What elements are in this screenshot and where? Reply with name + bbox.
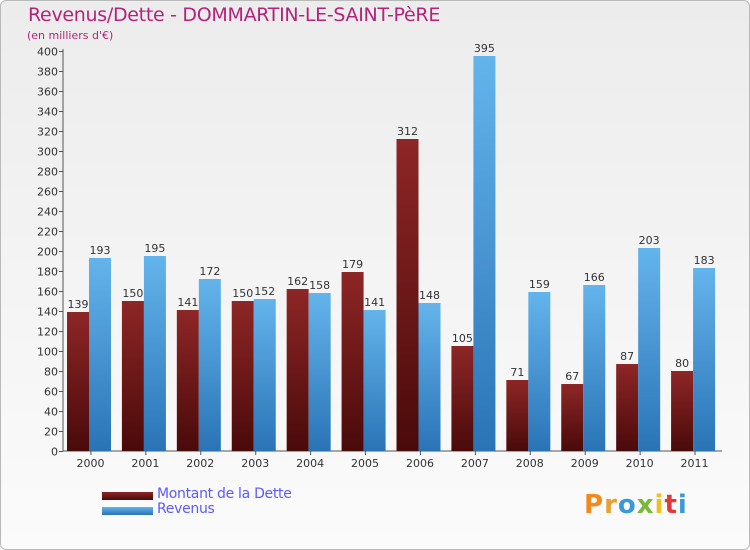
y-tick-label: 40 [44,406,58,419]
data-label-debt: 87 [620,350,634,363]
data-label-revenus: 152 [254,285,275,298]
bar-debt [67,312,89,451]
x-tick-label: 2011 [681,457,709,470]
chart-subtitle: (en milliers d'€) [27,29,114,42]
x-tick-label: 2004 [296,457,324,470]
data-label-revenus: 158 [309,279,330,292]
x-tick-label: 2002 [186,457,214,470]
bar-revenus [473,56,496,451]
bar-debt [506,380,529,451]
bar-debt [451,346,474,451]
x-tick-label: 2000 [76,457,104,470]
legend-swatch-debt [102,492,153,500]
y-tick-label: 140 [37,306,58,319]
y-tick-label: 80 [44,366,58,379]
data-label-revenus: 193 [90,244,111,257]
bar-debt [231,301,254,451]
data-label-debt: 71 [510,366,524,379]
data-label-debt: 150 [122,287,143,300]
y-tick-label: 380 [37,66,58,79]
bar-revenus [693,268,716,451]
data-label-revenus: 183 [694,254,715,267]
x-tick-label: 2005 [351,457,379,470]
data-label-debt: 162 [287,275,308,288]
data-label-debt: 105 [452,332,473,345]
bar-revenus [583,285,606,451]
data-label-debt: 150 [232,287,253,300]
y-tick-label: 360 [37,86,58,99]
y-tick-label: 200 [37,246,58,259]
data-label-revenus: 159 [529,278,550,291]
bar-revenus [363,310,386,451]
bar-revenus [308,293,331,451]
bar-revenus [89,258,111,451]
bar-debt [341,272,364,451]
data-label-revenus: 166 [584,271,605,284]
data-label-revenus: 203 [639,234,660,247]
y-tick-label: 180 [37,266,58,279]
x-tick-label: 2003 [241,457,269,470]
proxiti-logo: Proxiti [584,490,688,520]
bar-debt [176,310,199,451]
data-label-debt: 139 [68,298,89,311]
bar-debt [671,371,694,451]
y-tick-label: 320 [37,126,58,139]
bar-debt [561,384,584,451]
data-label-revenus: 141 [364,296,385,309]
logo-letter: i [677,490,688,520]
y-tick-label: 280 [37,166,58,179]
logo-letter: P [584,490,605,520]
logo-letter: r [604,490,618,520]
data-label-revenus: 148 [419,289,440,302]
y-tick-label: 160 [37,286,58,299]
legend-swatch-revenus [102,507,153,515]
logo-letter: x [636,490,655,520]
bar-debt [396,139,419,451]
data-label-debt: 141 [177,296,198,309]
bar-debt [286,289,309,451]
y-tick-label: 300 [37,146,58,159]
bar-revenus [528,292,551,451]
bar-debt [121,301,144,451]
x-tick-label: 2007 [461,457,489,470]
logo-letter: t [664,490,678,520]
bar-revenus [253,299,276,451]
bar-revenus [143,256,166,451]
logo-letter: o [617,490,637,520]
data-label-debt: 67 [565,370,579,383]
legend-label-debt: Montant de la Dette [157,486,292,502]
legend-label-revenus: Revenus [157,501,215,517]
data-label-debt: 312 [397,125,418,138]
y-tick-label: 20 [44,426,58,439]
x-tick-label: 2008 [516,457,544,470]
y-tick-label: 120 [37,326,58,339]
data-label-revenus: 195 [144,242,165,255]
x-tick-label: 2006 [406,457,434,470]
y-tick-label: 60 [44,386,58,399]
bar-debt [616,364,639,451]
y-tick-label: 0 [51,446,58,459]
logo-letter: i [654,490,665,520]
x-tick-label: 2001 [131,457,159,470]
y-tick-label: 100 [37,346,58,359]
data-label-debt: 179 [342,258,363,271]
bar-revenus [198,279,221,451]
y-tick-label: 260 [37,186,58,199]
x-tick-label: 2009 [571,457,599,470]
y-tick-label: 240 [37,206,58,219]
bar-revenus [638,248,661,451]
data-label-revenus: 172 [199,265,220,278]
x-tick-label: 2010 [626,457,654,470]
data-label-revenus: 395 [474,42,495,55]
y-tick-label: 340 [37,106,58,119]
bar-revenus [418,303,441,451]
y-tick-label: 220 [37,226,58,239]
data-label-debt: 80 [675,357,689,370]
chart-title: Revenus/Dette - DOMMARTIN-LE-SAINT-PèRE [28,4,441,26]
y-tick-label: 400 [37,46,58,59]
